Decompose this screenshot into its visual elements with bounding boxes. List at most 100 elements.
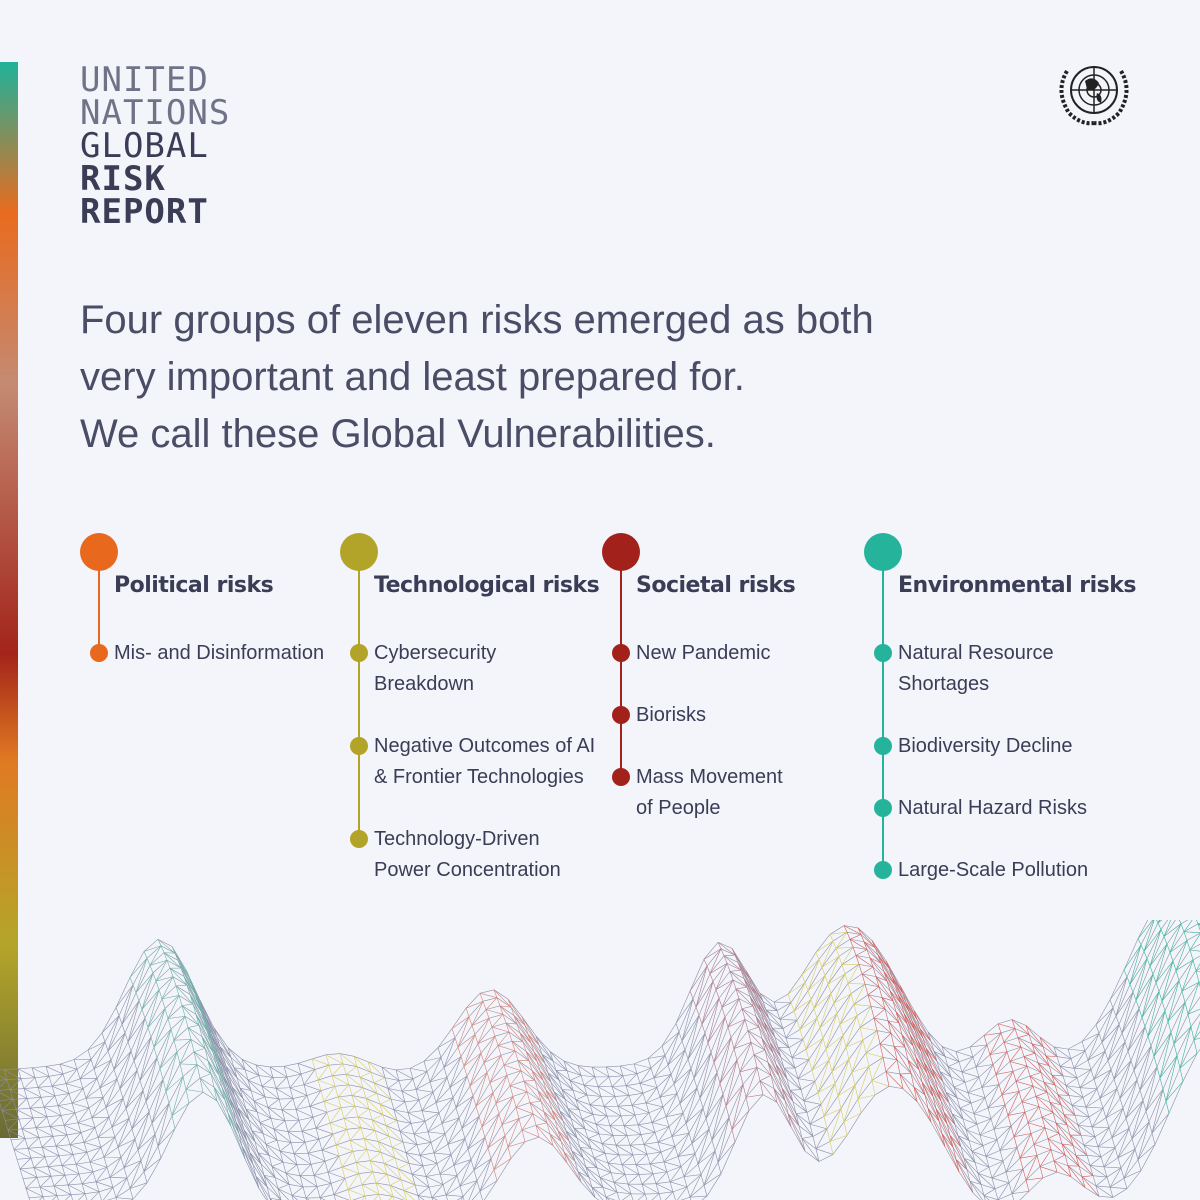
mesh-line bbox=[367, 1061, 416, 1200]
headline: Four groups of eleven risks emerged as b… bbox=[80, 292, 874, 463]
title-line: REPORT bbox=[80, 192, 209, 232]
risk-item: Power Concentration bbox=[374, 859, 561, 881]
mesh-line bbox=[17, 1068, 59, 1200]
mesh-line bbox=[157, 939, 204, 1093]
mesh-line bbox=[507, 998, 568, 1164]
mesh-line bbox=[213, 1027, 260, 1189]
mesh-line bbox=[269, 1066, 318, 1200]
mesh-line bbox=[0, 920, 1149, 1071]
mesh-line bbox=[59, 1064, 102, 1200]
mesh-line bbox=[1, 920, 1176, 1113]
mesh-line bbox=[101, 1015, 162, 1173]
mesh-line bbox=[1156, 920, 1198, 1054]
item-dot bbox=[874, 799, 892, 817]
mesh-line bbox=[0, 920, 1169, 1103]
mesh-line bbox=[829, 931, 890, 1087]
item-dot bbox=[612, 706, 630, 724]
mesh-line bbox=[717, 942, 764, 1095]
risk-item: Natural Resource bbox=[898, 642, 1054, 664]
mesh-line bbox=[31, 1067, 73, 1200]
mesh-line bbox=[129, 957, 190, 1117]
headline-line: We call these Global Vulnerabilities. bbox=[80, 412, 716, 456]
mesh-line bbox=[549, 1051, 604, 1200]
item-dot bbox=[874, 644, 892, 662]
mesh-line bbox=[521, 1016, 568, 1163]
mesh-line bbox=[479, 993, 526, 1142]
mesh-line bbox=[899, 985, 960, 1172]
mesh-line bbox=[647, 1055, 708, 1198]
mesh-line bbox=[17, 1068, 72, 1200]
mesh-line bbox=[507, 999, 554, 1146]
mesh-line bbox=[465, 1008, 512, 1159]
mesh-line bbox=[1053, 1046, 1114, 1198]
group-title: Technological risks bbox=[374, 573, 600, 598]
mesh-line bbox=[885, 960, 932, 1123]
mesh-line bbox=[367, 1061, 407, 1200]
mesh-line bbox=[675, 1023, 722, 1174]
mesh-line bbox=[115, 984, 176, 1148]
mesh-line bbox=[983, 1032, 1044, 1181]
mesh-line bbox=[45, 1066, 88, 1200]
mesh-line bbox=[479, 992, 540, 1138]
mesh-line bbox=[689, 990, 736, 1143]
mesh-line bbox=[535, 1035, 596, 1198]
mesh-line bbox=[717, 942, 778, 1103]
item-dot bbox=[874, 861, 892, 879]
item-dot bbox=[612, 768, 630, 786]
mesh-line bbox=[283, 1066, 321, 1200]
mesh-line bbox=[22, 981, 1200, 1188]
mesh-line bbox=[269, 1066, 307, 1200]
mesh-line bbox=[87, 1041, 148, 1190]
mesh-line bbox=[241, 1059, 282, 1200]
risk-item: Negative Outcomes of AI bbox=[374, 735, 596, 757]
mesh-line bbox=[171, 946, 232, 1127]
mesh-line bbox=[997, 1023, 1044, 1178]
mesh-line bbox=[1081, 1032, 1142, 1179]
mesh-line bbox=[871, 940, 918, 1102]
mesh-line bbox=[857, 927, 918, 1102]
mesh-line bbox=[619, 1065, 674, 1200]
risk-item: Breakdown bbox=[374, 673, 475, 695]
mesh-line bbox=[1157, 920, 1200, 1041]
connector-line bbox=[98, 563, 100, 653]
mesh-line bbox=[577, 1065, 620, 1200]
mesh-line bbox=[927, 1031, 983, 1200]
mesh-line bbox=[1095, 1007, 1156, 1161]
mesh-line bbox=[815, 940, 876, 1100]
mesh-line bbox=[941, 1046, 996, 1200]
risk-item: Shortages bbox=[898, 673, 990, 695]
mesh-line bbox=[227, 1047, 271, 1200]
mesh-line bbox=[969, 1046, 1015, 1200]
risk-item: New Pandemic bbox=[636, 642, 771, 664]
connector-line bbox=[358, 563, 360, 839]
risk-item: Biodiversity Decline bbox=[898, 735, 1073, 757]
mesh-line bbox=[7, 923, 1200, 1135]
mesh-line bbox=[129, 977, 176, 1129]
mesh-line bbox=[759, 993, 806, 1152]
mesh-line bbox=[13, 943, 1200, 1156]
mesh-line bbox=[297, 1063, 336, 1200]
risk-item: Large-Scale Pollution bbox=[898, 859, 1089, 881]
mesh-line bbox=[605, 1066, 648, 1200]
mesh-line bbox=[255, 1064, 294, 1200]
mesh-line bbox=[73, 1059, 134, 1200]
mesh-line bbox=[969, 1044, 1030, 1195]
mesh-line bbox=[913, 1010, 974, 1193]
mesh-line bbox=[297, 1063, 350, 1200]
mesh-line bbox=[703, 948, 764, 1098]
mesh-line bbox=[3, 1069, 45, 1200]
title-line: NATIONS bbox=[80, 93, 231, 133]
mesh-line bbox=[1123, 944, 1184, 1102]
group-title: Societal risks bbox=[636, 573, 796, 598]
mesh-line bbox=[857, 927, 904, 1089]
mesh-line bbox=[1197, 922, 1200, 926]
mesh-line bbox=[157, 939, 218, 1102]
mesh-line bbox=[941, 1046, 986, 1200]
mesh-line bbox=[647, 1058, 692, 1200]
item-dot bbox=[612, 644, 630, 662]
mesh-line bbox=[633, 1063, 688, 1200]
title-line: RISK bbox=[80, 159, 166, 199]
mesh-line bbox=[339, 1053, 394, 1200]
mesh-line bbox=[0, 1102, 30, 1200]
